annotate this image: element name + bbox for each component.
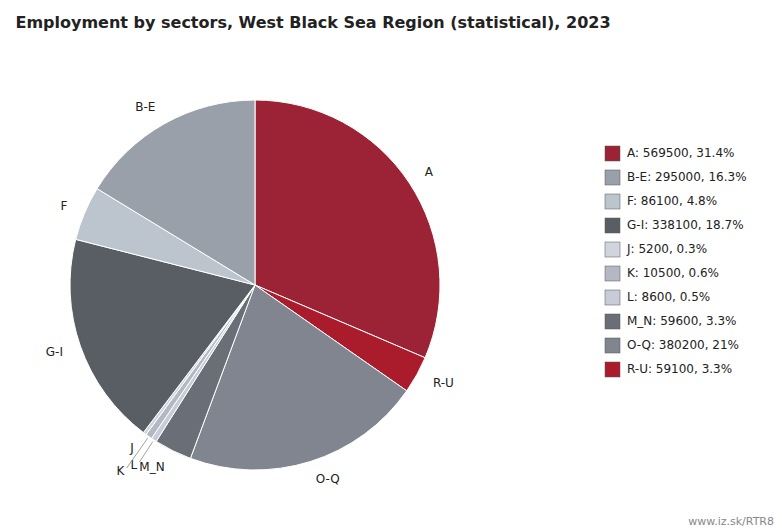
- slice-label: F: [61, 199, 68, 213]
- legend: A: 569500, 31.4% B-E: 295000, 16.3% F: 861…: [605, 146, 747, 377]
- legend-label: F: 86100, 4.8%: [627, 194, 717, 208]
- legend-label: A: 569500, 31.4%: [627, 146, 734, 160]
- legend-swatch: [605, 266, 620, 281]
- slice-label: J: [129, 441, 134, 455]
- slice-label: M_N: [139, 460, 164, 474]
- slice-label: O-Q: [316, 472, 340, 486]
- slice-label: L: [131, 458, 138, 472]
- slice-label: B-E: [135, 100, 155, 114]
- title: Employment by sectors, West Black Sea Re…: [15, 13, 610, 32]
- legend-swatch: [605, 242, 620, 257]
- leader-line: [127, 438, 148, 468]
- legend-swatch: [605, 338, 620, 353]
- legend-swatch: [605, 362, 620, 377]
- legend-swatch: [605, 194, 620, 209]
- legend-label: J: 5200, 0.3%: [626, 242, 707, 256]
- legend-label: M_N: 59600, 3.3%: [627, 314, 736, 328]
- watermark: www.iz.sk/RTR8: [688, 515, 774, 528]
- slice-labels: A R-U O-Q M_NLKJ G-I F B-E: [46, 100, 454, 486]
- legend-swatch: [605, 146, 620, 161]
- legend-swatch: [605, 170, 620, 185]
- slices: [70, 100, 440, 470]
- slice-label: G-I: [46, 345, 63, 359]
- legend-label: B-E: 295000, 16.3%: [627, 170, 747, 184]
- chart: Employment by sectors, West Black Sea Re…: [0, 0, 782, 532]
- legend-label: L: 8600, 0.5%: [627, 290, 710, 304]
- slice-label: A: [425, 165, 434, 179]
- slice-label: K: [117, 464, 126, 478]
- legend-label: R-U: 59100, 3.3%: [627, 362, 732, 376]
- legend-swatch: [605, 290, 620, 305]
- leader-line: [139, 442, 152, 463]
- legend-swatch: [605, 218, 620, 233]
- legend-label: K: 10500, 0.6%: [627, 266, 719, 280]
- legend-label: G-I: 338100, 18.7%: [627, 218, 744, 232]
- slice-label: R-U: [433, 376, 454, 390]
- legend-label: O-Q: 380200, 21%: [627, 338, 739, 352]
- pie-slice: [97, 100, 255, 285]
- legend-swatch: [605, 314, 620, 329]
